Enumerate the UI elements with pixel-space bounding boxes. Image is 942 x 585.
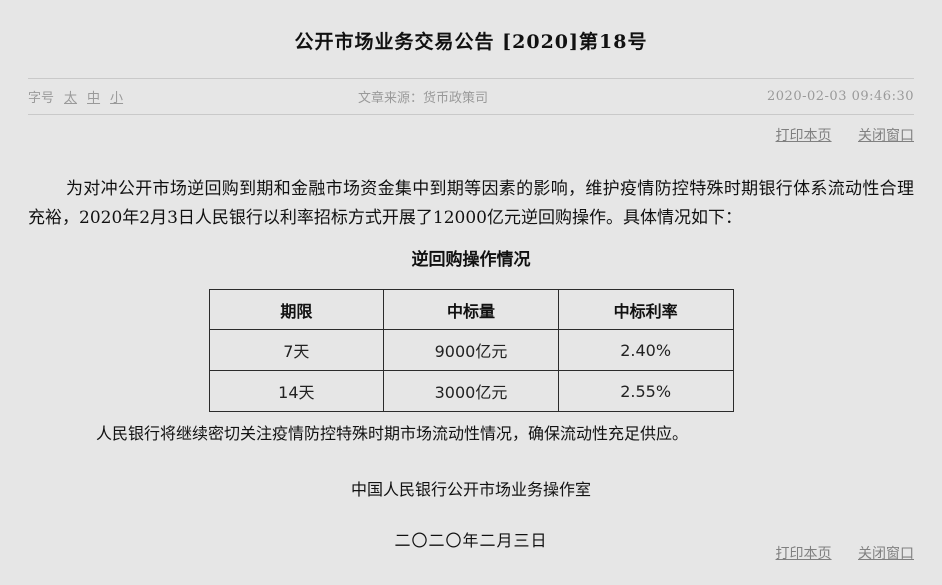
table-header-row: 期限 中标量 中标利率 (208, 289, 734, 330)
bottom-actions: 打印本页 关闭窗口 (754, 543, 914, 563)
article-source-value: 货币政策司 (423, 91, 489, 106)
cell-rate-7d: 2.40% (557, 329, 734, 371)
publish-timestamp: 2020-02-03 09:46:30 (767, 89, 914, 104)
font-size-small-link[interactable]: 小 (110, 91, 124, 106)
repo-operations-table: 期限 中标量 中标利率 7天 9000亿元 2.40% 14天 3000亿元 2… (208, 289, 734, 412)
print-page-link-bottom[interactable]: 打印本页 (775, 546, 832, 562)
font-size-medium-link[interactable]: 中 (87, 91, 101, 106)
font-size-selector: 字号 太 中 小 (28, 87, 358, 106)
body-paragraph-1: 为对冲公开市场逆回购到期和金融市场资金集中到期等因素的影响，维护疫情防控特殊时期… (28, 179, 914, 228)
body-paragraph-2: 人民银行将继续密切关注疫情防控特殊时期市场流动性情况，确保流动性充足供应。 (96, 424, 689, 443)
article-source-label: 文章来源： (358, 91, 424, 106)
date-line: 二〇二〇年二月三日 (394, 531, 548, 550)
font-size-label: 字号 (28, 91, 55, 106)
col-header-amount: 中标量 (383, 289, 559, 330)
cell-amount-7d: 9000亿元 (383, 329, 559, 371)
col-header-term: 期限 (208, 289, 385, 330)
table-row: 14天 3000亿元 2.55% (208, 370, 734, 412)
top-actions: 打印本页 关闭窗口 (28, 125, 914, 145)
cell-amount-14d: 3000亿元 (383, 370, 559, 412)
font-size-large-link[interactable]: 太 (64, 91, 78, 106)
col-header-rate: 中标利率 (557, 289, 734, 330)
page-title: 公开市场业务交易公告 [2020]第18号 (294, 31, 648, 53)
close-window-link-top[interactable]: 关闭窗口 (858, 128, 914, 144)
cell-term-14d: 14天 (208, 370, 385, 412)
announcement-page: 公开市场业务交易公告 [2020]第18号 字号 太 中 小 文章来源：货币政策… (28, 31, 914, 562)
table-row: 7天 9000亿元 2.40% (208, 329, 734, 371)
cell-rate-14d: 2.55% (557, 370, 734, 412)
signature-line: 中国人民银行公开市场业务操作室 (350, 480, 591, 499)
cell-term-7d: 7天 (208, 329, 385, 371)
article-source: 文章来源：货币政策司 (358, 87, 767, 106)
table-caption: 逆回购操作情况 (411, 250, 531, 270)
meta-bar: 字号 太 中 小 文章来源：货币政策司 2020-02-03 09:46:30 (28, 78, 914, 115)
close-window-link-bottom[interactable]: 关闭窗口 (858, 546, 914, 562)
print-page-link-top[interactable]: 打印本页 (775, 128, 832, 144)
